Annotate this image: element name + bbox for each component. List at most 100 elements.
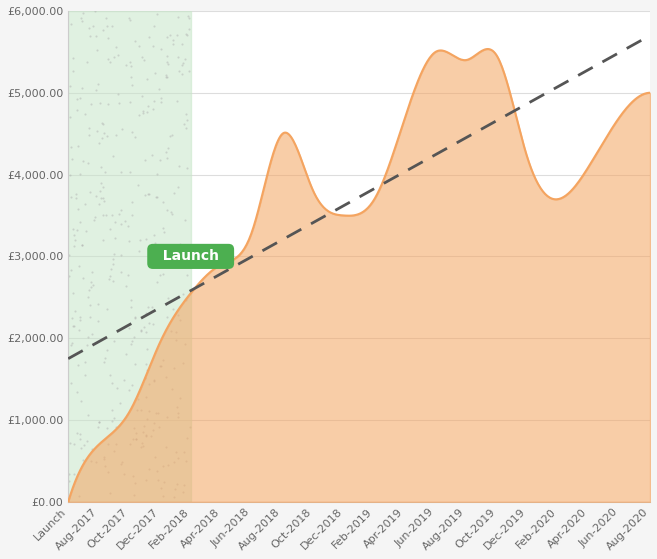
Point	[91, 192, 101, 201]
Point	[152, 10, 163, 19]
Point	[137, 53, 147, 62]
Point	[78, 441, 89, 450]
Point	[178, 289, 189, 298]
Point	[162, 32, 172, 41]
Point	[68, 440, 79, 449]
Point	[139, 56, 149, 65]
Bar	[68, 11, 191, 502]
Point	[162, 72, 172, 81]
Point	[74, 429, 85, 438]
Point	[166, 208, 176, 217]
Point	[139, 156, 150, 165]
Point	[158, 477, 169, 486]
Point	[138, 323, 148, 331]
Point	[137, 427, 148, 436]
Point	[137, 442, 148, 451]
Point	[155, 45, 166, 54]
Point	[140, 373, 150, 382]
Point	[95, 194, 106, 203]
Point	[135, 325, 146, 334]
Point	[177, 60, 187, 69]
Point	[70, 306, 81, 315]
Point	[177, 40, 187, 49]
Point	[144, 380, 154, 389]
Point	[168, 253, 178, 262]
Point	[169, 458, 179, 467]
Point	[149, 97, 160, 106]
Point	[110, 440, 121, 449]
Point	[80, 110, 91, 119]
Point	[136, 443, 147, 452]
Point	[64, 470, 74, 479]
Point	[93, 299, 103, 308]
Point	[163, 293, 173, 302]
Point	[150, 409, 161, 418]
Point	[156, 93, 166, 102]
Point	[72, 141, 83, 150]
Point	[168, 36, 178, 45]
Point	[72, 94, 82, 103]
Point	[86, 100, 97, 108]
Point	[83, 292, 93, 301]
Point	[121, 282, 131, 291]
Point	[109, 414, 120, 423]
Point	[152, 249, 163, 258]
Point	[107, 22, 118, 31]
Point	[78, 456, 89, 465]
Point	[168, 363, 179, 372]
Point	[91, 86, 101, 95]
Point	[66, 266, 77, 275]
Point	[91, 31, 101, 40]
Point	[165, 31, 175, 40]
Point	[95, 187, 105, 196]
Point	[78, 157, 88, 165]
Point	[181, 110, 191, 119]
Point	[83, 158, 93, 167]
Point	[128, 472, 139, 481]
Point	[80, 357, 91, 366]
Point	[135, 326, 146, 335]
Point	[84, 31, 95, 40]
Point	[151, 278, 162, 287]
Point	[128, 434, 139, 443]
Point	[108, 249, 119, 258]
Point	[83, 333, 93, 342]
Point	[101, 13, 112, 22]
Point	[99, 454, 110, 463]
Point	[174, 67, 185, 76]
Point	[157, 356, 168, 364]
Point	[142, 344, 152, 353]
Point	[125, 303, 136, 312]
Point	[102, 100, 113, 109]
Point	[130, 132, 141, 141]
Point	[149, 376, 160, 385]
Point	[161, 442, 171, 451]
Point	[133, 395, 143, 404]
Point	[116, 250, 127, 259]
Point	[68, 470, 79, 479]
Point	[142, 107, 152, 116]
Point	[171, 403, 182, 412]
Point	[172, 96, 183, 105]
Point	[182, 31, 193, 40]
Point	[138, 109, 148, 118]
Point	[91, 457, 101, 466]
Point	[160, 73, 171, 82]
Point	[127, 198, 137, 207]
Point	[73, 361, 83, 369]
Point	[101, 353, 111, 362]
Point	[96, 179, 106, 188]
Point	[85, 312, 95, 321]
Point	[64, 476, 74, 485]
Point	[68, 321, 78, 330]
Point	[123, 270, 133, 279]
Point	[107, 378, 118, 387]
Point	[116, 167, 126, 176]
Point	[106, 417, 117, 426]
Point	[139, 191, 150, 200]
Point	[97, 134, 108, 143]
Point	[104, 272, 115, 281]
Point	[104, 489, 115, 498]
Point	[87, 21, 98, 30]
Point	[98, 120, 108, 129]
